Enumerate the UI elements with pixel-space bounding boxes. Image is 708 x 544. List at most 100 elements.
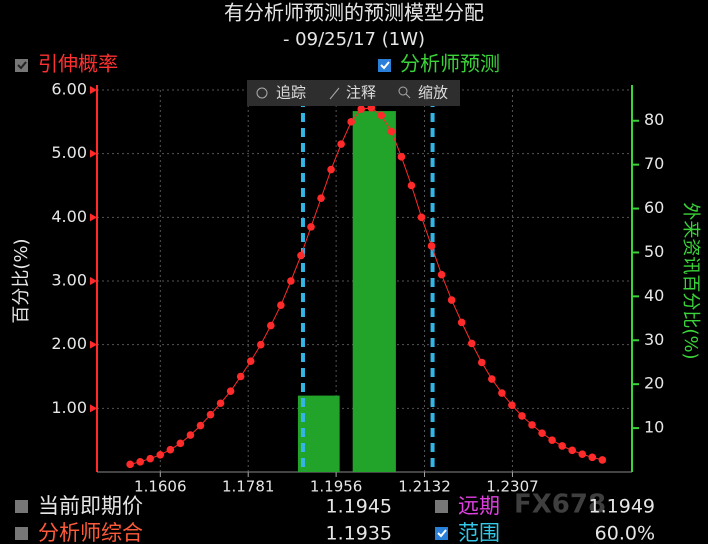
toolbar — [247, 80, 460, 106]
y2-tick-label: 20 — [644, 374, 664, 393]
data-point — [297, 251, 305, 260]
check — [17, 61, 27, 70]
y2-tick-label: 80 — [644, 110, 664, 129]
y-axis-title: 百分比(%) — [11, 238, 32, 323]
chart-subtitle: - 09/25/17 (1W) — [283, 29, 425, 50]
icon — [329, 87, 340, 100]
data-point — [216, 399, 225, 408]
data-point — [598, 456, 607, 464]
y-tick-label: 6.00 — [51, 80, 87, 99]
x-tick-label: 1.2132 — [398, 478, 451, 496]
data-point — [387, 127, 396, 136]
data-point — [317, 194, 325, 203]
y-tick-label: 1.00 — [51, 398, 87, 417]
checkbox[interactable] — [15, 527, 28, 540]
data-point — [126, 460, 134, 469]
data-point — [347, 118, 355, 126]
data-point — [226, 387, 235, 395]
y-tick — [90, 404, 97, 413]
y2-tick-label: 50 — [644, 242, 664, 261]
data-point — [166, 445, 175, 454]
x-tick-label: 1.2307 — [486, 478, 539, 496]
icon — [398, 86, 408, 96]
data-point — [246, 357, 255, 366]
tool-button[interactable]: 注释 — [346, 84, 376, 102]
data-point — [417, 213, 426, 222]
data-point — [488, 375, 496, 383]
checkbox[interactable] — [435, 500, 448, 513]
checkbox[interactable] — [435, 527, 448, 540]
y-tick — [90, 86, 97, 94]
data-point — [196, 421, 205, 430]
watermark: FX678 — [514, 490, 606, 520]
data-point — [518, 412, 526, 420]
y-tick-label: 5.00 — [51, 143, 87, 162]
checkbox[interactable] — [15, 500, 28, 513]
y2-tick-label: 10 — [644, 418, 664, 437]
footer-value: 1.1945 — [326, 496, 392, 518]
data-point — [528, 421, 536, 429]
y-tick-label: 4.00 — [51, 207, 87, 226]
data-point — [508, 401, 516, 409]
y-tick-label: 3.00 — [51, 271, 87, 290]
y-tick — [90, 277, 97, 285]
y-tick — [90, 340, 97, 349]
data-point — [337, 140, 345, 148]
footer-value: 60.0% — [595, 523, 655, 544]
x-tick-label: 1.1781 — [222, 478, 275, 496]
data-point — [156, 451, 165, 459]
x-tick-label: 1.1956 — [310, 478, 363, 496]
y2-tick-label: 60 — [644, 198, 664, 217]
y2-tick-label: 70 — [644, 154, 664, 173]
data-point — [176, 439, 185, 448]
y2-tick-label: 30 — [644, 330, 664, 349]
legend-checkbox[interactable] — [15, 59, 28, 72]
data-point — [548, 436, 556, 444]
y-tick — [90, 149, 97, 158]
data-point — [256, 340, 265, 349]
data-point — [277, 301, 285, 309]
data-point — [447, 296, 456, 304]
data-point — [357, 105, 366, 113]
data-point — [498, 389, 506, 397]
footer-label: 远期 — [458, 494, 500, 518]
footer-value: 1.1935 — [326, 523, 392, 544]
legend-checkbox[interactable] — [378, 59, 391, 72]
y-tick-label: 2.00 — [51, 334, 87, 353]
data-point — [477, 358, 486, 367]
data-point — [307, 223, 315, 231]
data-point — [397, 153, 406, 161]
footer-label: 当前即期价 — [38, 494, 143, 518]
tool-button[interactable]: 追踪 — [276, 84, 306, 102]
data-point — [267, 321, 275, 330]
y2-tick-label: 40 — [644, 286, 664, 305]
footer-label: 范围 — [458, 521, 500, 544]
data-point — [146, 454, 155, 463]
y-tick — [90, 213, 97, 222]
plot-area: 1.00 2.00 3.00 4.00 5.00 6.00 10 20 30 40 50 60 70 80… — [11, 80, 701, 496]
data-point — [206, 410, 215, 419]
data-point — [136, 458, 145, 466]
icon — [256, 87, 268, 99]
data-point — [467, 339, 476, 348]
chart-title: 有分析师预测的预测模型分配 — [224, 1, 484, 25]
data-point — [588, 453, 597, 462]
data-point — [457, 318, 466, 327]
icon — [405, 93, 411, 99]
check — [380, 61, 390, 70]
data-point — [437, 270, 446, 279]
data-point — [427, 242, 436, 250]
data-point — [407, 181, 416, 190]
data-point — [568, 446, 577, 455]
data-point — [186, 431, 195, 439]
x-tick-label: 1.1606 — [134, 478, 187, 496]
data-point — [287, 277, 295, 285]
data-point — [236, 372, 245, 381]
tool-button[interactable]: 缩放 — [418, 84, 448, 102]
data-point — [377, 111, 386, 120]
legend-label: 引伸概率 — [38, 52, 118, 76]
footer-value: 1.1949 — [589, 496, 655, 518]
legend-label: 分析师预测 — [400, 52, 500, 76]
y2-axis-title: 外来资讯百分比(%) — [680, 202, 701, 359]
